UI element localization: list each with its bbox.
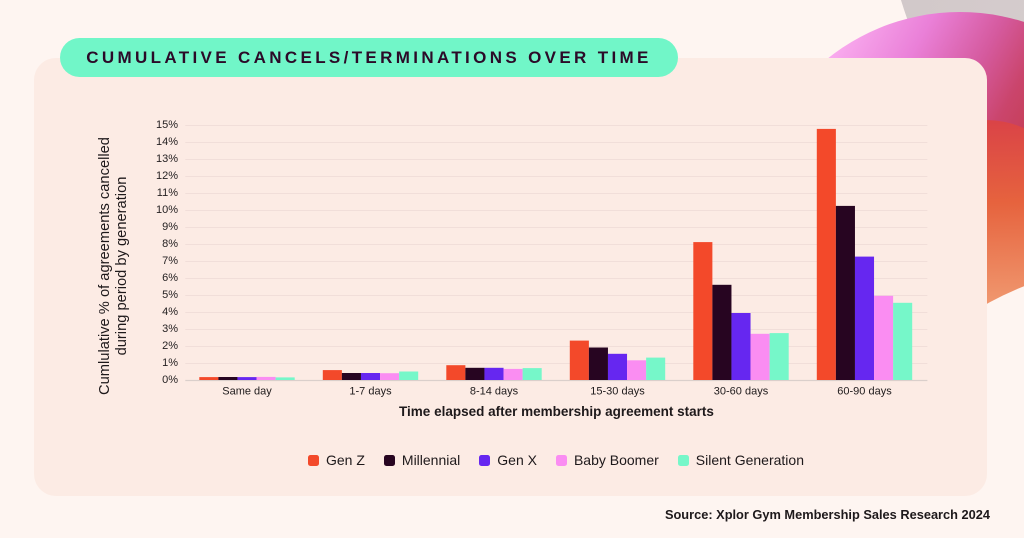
svg-text:12%: 12% xyxy=(156,170,178,182)
svg-text:8-14 days: 8-14 days xyxy=(470,386,519,398)
svg-text:2%: 2% xyxy=(162,340,178,352)
svg-text:7%: 7% xyxy=(162,255,178,267)
svg-text:1-7 days: 1-7 days xyxy=(349,386,392,398)
svg-text:9%: 9% xyxy=(162,221,178,233)
svg-text:0%: 0% xyxy=(162,374,178,386)
svg-text:1%: 1% xyxy=(162,357,178,369)
svg-text:6%: 6% xyxy=(162,272,178,284)
svg-text:8%: 8% xyxy=(162,238,178,250)
svg-text:4%: 4% xyxy=(162,306,178,318)
svg-text:11%: 11% xyxy=(157,187,178,199)
svg-text:13%: 13% xyxy=(156,153,178,165)
svg-text:15%: 15% xyxy=(156,119,178,131)
svg-text:Same day: Same day xyxy=(222,386,272,398)
svg-text:10%: 10% xyxy=(156,204,178,216)
svg-text:14%: 14% xyxy=(156,136,178,148)
svg-text:60-90 days: 60-90 days xyxy=(837,386,892,398)
svg-text:5%: 5% xyxy=(162,289,178,301)
svg-text:3%: 3% xyxy=(162,323,178,335)
svg-text:15-30 days: 15-30 days xyxy=(590,386,645,398)
svg-text:30-60 days: 30-60 days xyxy=(714,386,769,398)
